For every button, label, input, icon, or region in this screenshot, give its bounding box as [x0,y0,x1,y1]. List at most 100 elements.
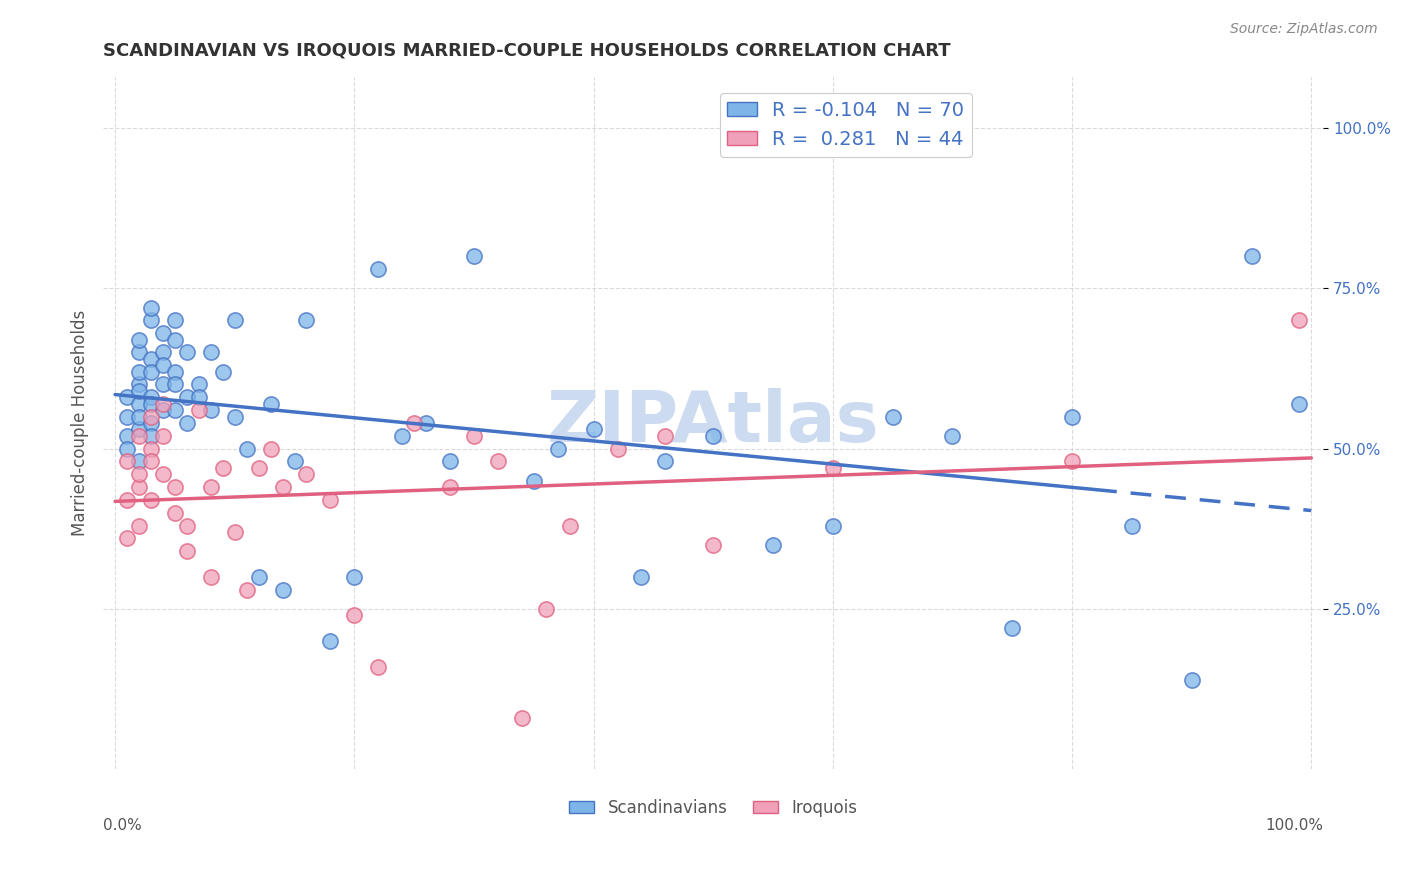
Point [163,313,186,327]
Text: SCANDINAVIAN VS IROQUOIS MARRIED-COUPLE HOUSEHOLDS CORRELATION CHART: SCANDINAVIAN VS IROQUOIS MARRIED-COUPLE … [103,42,950,60]
Point [367,262,389,277]
Point [463,429,485,443]
Point [128,377,150,392]
Point [1288,313,1310,327]
Point [115,532,138,546]
Point [259,397,281,411]
Point [821,518,844,533]
Point [152,429,174,443]
Point [558,518,581,533]
Point [283,454,305,468]
Point [486,454,509,468]
Point [534,602,557,616]
Point [139,313,162,327]
Point [128,480,150,494]
Point [139,454,162,468]
Point [152,403,174,417]
Point [367,659,389,673]
Point [224,524,246,539]
Point [1121,518,1143,533]
Point [319,492,342,507]
Text: ZIPAtlas: ZIPAtlas [547,388,880,458]
Point [235,442,257,456]
Legend: Scandinavians, Iroquois: Scandinavians, Iroquois [562,792,863,823]
Point [404,416,426,430]
Point [1288,397,1310,411]
Text: 0.0%: 0.0% [103,818,142,833]
Point [128,467,150,482]
Point [152,467,174,482]
Point [510,711,533,725]
Point [211,365,233,379]
Point [1181,673,1204,687]
Point [187,403,209,417]
Point [128,345,150,359]
Point [163,480,186,494]
Point [128,409,150,424]
Point [163,506,186,520]
Point [128,365,150,379]
Point [115,492,138,507]
Point [139,390,162,404]
Point [163,403,186,417]
Point [187,377,209,392]
Point [187,390,209,404]
Point [128,518,150,533]
Point [139,442,162,456]
Point [415,416,437,430]
Point [139,409,162,424]
Point [271,480,294,494]
Point [606,442,628,456]
Point [139,351,162,366]
Y-axis label: Married-couple Households: Married-couple Households [72,310,89,536]
Point [176,544,198,558]
Point [235,582,257,597]
Point [343,608,366,623]
Point [1060,409,1083,424]
Point [224,313,246,327]
Point [115,409,138,424]
Point [115,390,138,404]
Point [654,454,676,468]
Point [1240,249,1263,263]
Point [941,429,963,443]
Point [115,442,138,456]
Point [200,403,222,417]
Point [882,409,904,424]
Point [821,461,844,475]
Point [163,333,186,347]
Point [224,409,246,424]
Point [702,429,724,443]
Point [211,461,233,475]
Point [523,474,546,488]
Point [115,429,138,443]
Point [654,429,676,443]
Point [547,442,569,456]
Point [176,518,198,533]
Point [702,538,724,552]
Point [439,480,461,494]
Point [200,480,222,494]
Point [152,326,174,340]
Point [247,461,270,475]
Point [247,570,270,584]
Point [200,570,222,584]
Point [152,377,174,392]
Point [128,333,150,347]
Point [343,570,366,584]
Point [439,454,461,468]
Point [128,454,150,468]
Text: Source: ZipAtlas.com: Source: ZipAtlas.com [1230,22,1378,37]
Point [163,365,186,379]
Point [139,416,162,430]
Point [259,442,281,456]
Point [762,538,785,552]
Point [152,358,174,372]
Point [1060,454,1083,468]
Point [128,384,150,398]
Point [152,345,174,359]
Point [128,397,150,411]
Point [128,429,150,443]
Point [200,345,222,359]
Point [139,429,162,443]
